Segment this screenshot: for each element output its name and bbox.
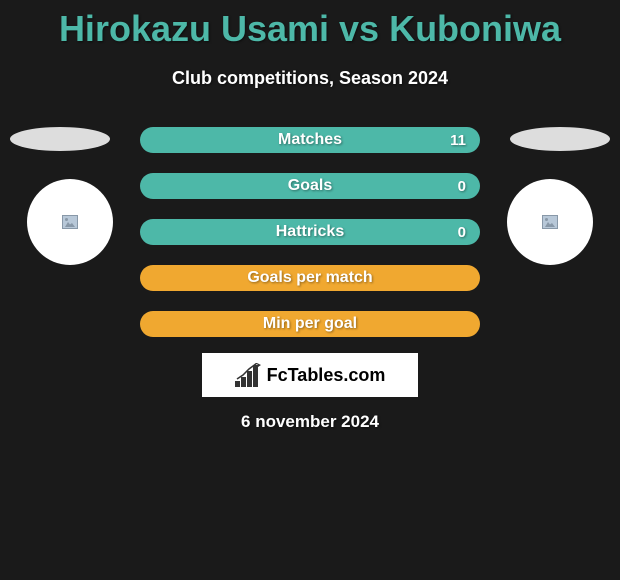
left-player-avatar <box>27 179 113 265</box>
stat-row-min-per-goal: Min per goal <box>140 311 480 337</box>
logo-text: FcTables.com <box>267 365 386 386</box>
placeholder-image-icon <box>62 215 78 229</box>
stat-row-matches: Matches 11 <box>140 127 480 153</box>
bar-chart-icon <box>235 363 263 387</box>
left-player-ellipse <box>10 127 110 151</box>
footer-date: 6 november 2024 <box>0 412 620 432</box>
page-title: Hirokazu Usami vs Kuboniwa <box>0 0 620 50</box>
stat-value: 0 <box>458 178 466 195</box>
stat-label: Hattricks <box>276 223 344 241</box>
stat-label: Min per goal <box>263 315 357 333</box>
stats-column: Matches 11 Goals 0 Hattricks 0 Goals per… <box>140 127 480 357</box>
stat-row-goals-per-match: Goals per match <box>140 265 480 291</box>
stat-value: 11 <box>450 132 466 149</box>
fctables-logo[interactable]: FcTables.com <box>202 353 418 397</box>
stat-label: Goals per match <box>247 269 372 287</box>
stat-row-hattricks: Hattricks 0 <box>140 219 480 245</box>
stat-row-goals: Goals 0 <box>140 173 480 199</box>
stat-label: Goals <box>288 177 332 195</box>
right-player-avatar <box>507 179 593 265</box>
placeholder-image-icon <box>542 215 558 229</box>
stat-value: 0 <box>458 224 466 241</box>
page-subtitle: Club competitions, Season 2024 <box>0 68 620 89</box>
stat-label: Matches <box>278 131 342 149</box>
right-player-ellipse <box>510 127 610 151</box>
